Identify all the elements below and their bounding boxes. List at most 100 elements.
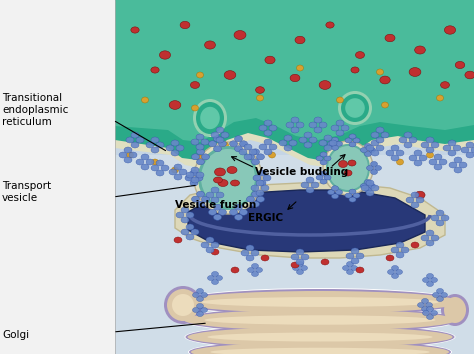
Ellipse shape — [371, 185, 379, 191]
Ellipse shape — [235, 214, 243, 220]
Ellipse shape — [365, 143, 372, 148]
Ellipse shape — [156, 170, 164, 176]
Ellipse shape — [356, 152, 364, 158]
Ellipse shape — [440, 292, 447, 297]
Ellipse shape — [131, 27, 139, 33]
Ellipse shape — [349, 197, 356, 202]
Ellipse shape — [255, 268, 263, 273]
Ellipse shape — [391, 145, 399, 151]
Ellipse shape — [174, 164, 182, 170]
Ellipse shape — [126, 137, 134, 143]
Text: Vesicle budding: Vesicle budding — [255, 167, 348, 177]
Ellipse shape — [197, 312, 203, 316]
Ellipse shape — [211, 187, 219, 193]
Ellipse shape — [449, 162, 457, 168]
Ellipse shape — [258, 170, 266, 176]
Polygon shape — [175, 183, 445, 258]
Ellipse shape — [386, 150, 394, 156]
Ellipse shape — [209, 209, 217, 215]
Ellipse shape — [409, 155, 417, 161]
Ellipse shape — [180, 291, 460, 313]
Ellipse shape — [427, 307, 434, 312]
Ellipse shape — [415, 46, 425, 54]
Ellipse shape — [191, 196, 200, 202]
Ellipse shape — [356, 52, 365, 58]
Ellipse shape — [167, 289, 199, 321]
Ellipse shape — [301, 254, 309, 260]
Ellipse shape — [368, 148, 375, 153]
Ellipse shape — [151, 67, 159, 73]
Ellipse shape — [197, 159, 204, 165]
Ellipse shape — [437, 95, 444, 101]
Ellipse shape — [326, 22, 334, 28]
Ellipse shape — [124, 157, 132, 163]
Ellipse shape — [213, 146, 221, 152]
Ellipse shape — [196, 134, 204, 140]
Ellipse shape — [196, 172, 204, 178]
Ellipse shape — [256, 180, 264, 186]
Ellipse shape — [216, 127, 224, 133]
Ellipse shape — [159, 51, 171, 59]
Ellipse shape — [388, 269, 394, 274]
Ellipse shape — [191, 139, 199, 145]
Ellipse shape — [141, 164, 149, 170]
Ellipse shape — [382, 102, 389, 108]
Ellipse shape — [192, 292, 200, 297]
Ellipse shape — [194, 142, 262, 214]
Ellipse shape — [329, 140, 337, 146]
Ellipse shape — [224, 71, 236, 79]
Ellipse shape — [264, 130, 272, 136]
Ellipse shape — [200, 107, 220, 129]
Ellipse shape — [301, 266, 308, 270]
Ellipse shape — [404, 132, 412, 138]
Ellipse shape — [169, 101, 181, 109]
Ellipse shape — [295, 36, 305, 44]
Ellipse shape — [361, 185, 369, 191]
Ellipse shape — [188, 339, 452, 354]
Ellipse shape — [297, 262, 303, 267]
Ellipse shape — [366, 166, 374, 171]
Ellipse shape — [421, 142, 429, 148]
Ellipse shape — [336, 190, 343, 195]
Ellipse shape — [192, 308, 200, 313]
Ellipse shape — [172, 167, 179, 173]
Ellipse shape — [269, 144, 277, 150]
Ellipse shape — [453, 145, 461, 151]
Polygon shape — [115, 0, 474, 162]
Ellipse shape — [191, 154, 200, 160]
Ellipse shape — [448, 140, 456, 146]
Ellipse shape — [448, 150, 456, 156]
Ellipse shape — [136, 137, 144, 143]
Ellipse shape — [396, 252, 404, 258]
Ellipse shape — [185, 325, 455, 349]
Ellipse shape — [471, 147, 474, 153]
Ellipse shape — [320, 160, 327, 165]
Ellipse shape — [328, 141, 335, 146]
Ellipse shape — [124, 147, 132, 153]
Ellipse shape — [211, 242, 219, 248]
Ellipse shape — [216, 137, 224, 143]
Ellipse shape — [156, 160, 164, 166]
Ellipse shape — [229, 209, 237, 215]
Text: Vesicle fusion: Vesicle fusion — [175, 200, 256, 210]
Text: Transport
vesicle: Transport vesicle — [2, 181, 51, 203]
Ellipse shape — [252, 149, 259, 155]
Ellipse shape — [156, 142, 164, 148]
Ellipse shape — [213, 214, 221, 220]
Ellipse shape — [392, 274, 399, 279]
Ellipse shape — [176, 145, 184, 151]
Ellipse shape — [201, 308, 208, 313]
Ellipse shape — [186, 224, 194, 230]
Ellipse shape — [211, 249, 219, 255]
Ellipse shape — [411, 192, 419, 198]
Ellipse shape — [331, 186, 338, 191]
Ellipse shape — [441, 215, 449, 221]
Ellipse shape — [419, 155, 427, 161]
Polygon shape — [115, 0, 474, 142]
Ellipse shape — [371, 150, 379, 156]
Ellipse shape — [279, 140, 287, 146]
Ellipse shape — [247, 268, 255, 273]
Ellipse shape — [437, 289, 444, 293]
Ellipse shape — [208, 275, 215, 280]
Ellipse shape — [316, 156, 323, 161]
